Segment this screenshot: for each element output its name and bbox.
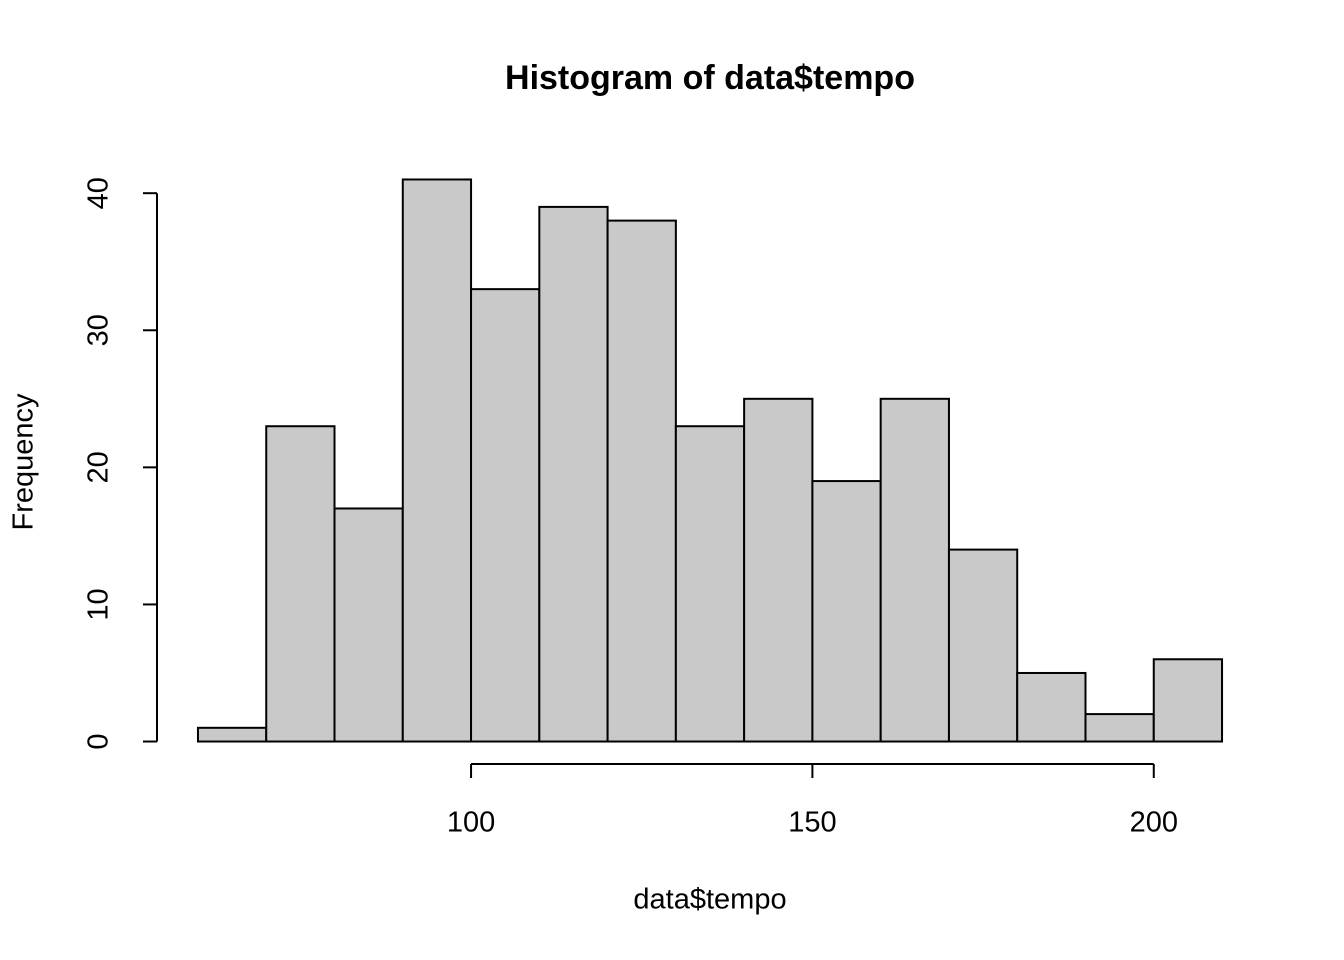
bar — [333, 507, 404, 743]
bar — [196, 726, 268, 743]
y-tick-label: 30 — [83, 314, 115, 346]
x-tick-label: 150 — [788, 807, 836, 839]
bar — [265, 425, 336, 743]
bar — [879, 397, 950, 743]
bar — [1152, 658, 1224, 743]
bar — [401, 178, 473, 743]
y-tick-label: 0 — [83, 733, 115, 749]
bar — [811, 480, 882, 743]
bar — [1016, 671, 1087, 743]
bar — [947, 548, 1019, 743]
bar — [743, 397, 814, 743]
bar — [538, 205, 609, 743]
x-tick-label: 200 — [1130, 807, 1178, 839]
bar — [1084, 713, 1155, 743]
bar — [606, 219, 677, 743]
y-tick-label: 40 — [83, 177, 115, 209]
y-tick-label: 20 — [83, 451, 115, 483]
chart-title: Histogram of data$tempo — [505, 59, 915, 97]
bar — [674, 425, 746, 743]
x-tick-label: 100 — [447, 807, 495, 839]
bar — [470, 288, 541, 743]
y-tick-label: 10 — [83, 588, 115, 620]
x-axis-label: data$tempo — [633, 884, 786, 916]
y-axis-label: Frequency — [8, 393, 40, 531]
